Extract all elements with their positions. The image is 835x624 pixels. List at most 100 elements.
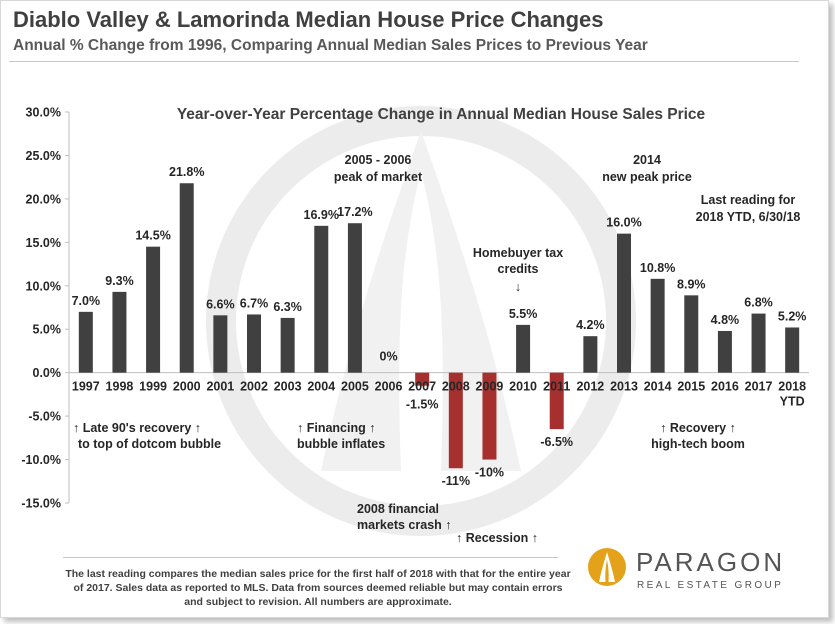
y-tick-label: 30.0% [26,106,61,120]
bar-2011 [549,372,564,430]
bar-2005 [347,223,362,373]
bar-2014 [650,278,665,373]
x-tick-label: 2004 [307,380,335,394]
bar-2007 [415,372,430,386]
bar-2017 [751,313,766,373]
footer-divider [63,557,558,558]
data-label-2008: -11% [442,474,471,488]
annotation-crash2008-line2: markets crash ↑ [357,518,452,532]
data-label-2006: 0% [380,350,398,364]
bar-2018 [785,327,800,373]
annotation-taxcredits-line2: credits [498,262,539,276]
x-tick-label: 2016 [711,380,739,394]
y-tick-label: -15.0% [21,497,61,511]
data-label-2001: 6.6% [206,297,235,311]
y-tick-label: 25.0% [26,149,61,163]
bar-2016 [717,330,732,373]
data-label-2013: 16.0% [606,216,641,230]
x-tick-label: 2010 [509,380,537,394]
x-tick-label: 1998 [106,380,134,394]
paragon-logo-icon [588,548,626,586]
annotation-taxcredits-line1: Homebuyer tax [473,246,563,260]
data-label-2002: 6.7% [240,296,269,310]
data-label-2012: 4.2% [576,318,605,332]
x-tick-label: 2006 [375,380,403,394]
bar-2002 [247,314,261,373]
x-tick-label: 2005 [341,380,369,394]
annotation-lastreading-line1: Last reading for [701,193,796,207]
data-label-2016: 4.8% [711,313,740,327]
annotation-peak2005-line1: 2005 - 2006 [345,153,412,167]
bar-2012 [583,336,598,373]
data-label-2017: 6.8% [744,296,773,310]
annotation-late90s: ↑ Late 90's recovery ↑ to top of dotcom … [73,421,221,451]
x-tick-label: 1999 [139,380,167,394]
x-tick-label: 2017 [745,380,773,394]
bar-2003 [280,317,295,373]
data-label-2014: 10.8% [640,261,675,275]
annotation-recovery-line1: ↑ Recovery ↑ [660,421,736,435]
annotation-peak2005: 2005 - 2006 peak of market [334,153,423,184]
data-label-2011: -6.5% [540,435,573,449]
x-tick-label: 2001 [206,380,234,394]
data-label-2009: -10% [475,466,504,480]
annotation-lastreading: Last reading for 2018 YTD, 6/30/18 [696,193,801,224]
y-tick-label: 0.0% [33,366,62,380]
x-tick-label: 2008 [442,380,470,394]
x-tick-label: 2000 [173,380,201,394]
bar-2013 [617,233,631,373]
data-label-2010: 5.5% [509,307,538,321]
y-tick-label: 15.0% [26,236,61,250]
data-label-2018: 5.2% [778,309,807,323]
annotation-financing-line1: ↑ Financing ↑ [297,421,375,435]
annotation-peak2014: 2014 new peak price [602,153,692,184]
data-label-2003: 6.3% [273,300,302,314]
bar-2010 [516,324,531,373]
annotation-lastreading-line2: 2018 YTD, 6/30/18 [696,210,801,224]
y-tick-label: -5.0% [28,410,61,424]
data-label-2015: 8.9% [677,277,706,291]
data-label-2004: 16.9% [304,208,339,222]
annotation-crash2008-line1: 2008 financial [357,502,439,516]
annotation-recovery: ↑ Recovery ↑ high-tech boom [651,421,745,451]
bar-chart: 30.0% 25.0% 20.0% 15.0% 10.0% 5.0% 0.0% -5.0% -1… [21,106,809,545]
data-label-2000: 21.8% [169,165,204,179]
x-tick-label: 2003 [274,380,302,394]
x-tick-sublabel: YTD [780,395,805,409]
bar-2008 [448,372,463,469]
y-tick-label: 20.0% [26,192,61,206]
paragon-logo-tagline: REAL ESTATE GROUP [637,580,784,591]
footnote: The last reading compares the median sal… [65,568,571,608]
data-label-1999: 14.5% [135,229,170,243]
page-title: Diablo Valley & Lamorinda Median House P… [13,7,604,32]
annotation-crash2008: 2008 financial markets crash ↑ [357,502,452,532]
y-tick-label: -10.0% [21,453,61,467]
x-tick-label: 2007 [408,380,436,394]
x-tick-label: 1997 [72,380,100,394]
header-divider [9,61,799,62]
bar-2009 [482,372,497,460]
data-label-1998: 9.3% [105,274,134,288]
x-tick-label: 2012 [576,380,604,394]
y-tick-label: 5.0% [33,323,62,337]
bar-1997 [78,311,93,373]
x-tick-label: 2015 [677,380,705,394]
data-label-2007: -1.5% [406,398,439,412]
annotation-recovery-line2: high-tech boom [651,437,745,451]
x-tick-label: 2002 [240,380,268,394]
bar-2015 [684,295,699,373]
x-tick-label: 2011 [543,380,570,394]
annotation-taxcredits: Homebuyer tax credits ↓ [473,246,563,294]
data-label-2005: 17.2% [337,205,372,219]
paragon-logo-name: PARAGON [636,547,786,577]
annotation-peak2014-line1: 2014 [633,153,661,167]
annotation-peak2014-line2: new peak price [602,170,692,184]
x-tick-label: 2014 [644,380,672,394]
annotation-late90s-line2: to top of dotcom bubble [78,437,221,451]
x-tick-label: 2009 [476,380,504,394]
bar-2001 [213,315,228,373]
x-tick-label: 2018 [778,380,806,394]
bar-2004 [314,225,329,373]
annotation-recession: ↑ Recession ↑ [456,531,538,545]
